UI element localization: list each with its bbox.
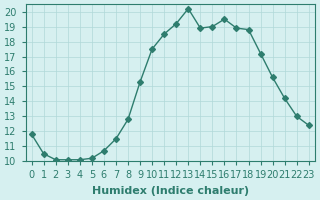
X-axis label: Humidex (Indice chaleur): Humidex (Indice chaleur): [92, 186, 249, 196]
